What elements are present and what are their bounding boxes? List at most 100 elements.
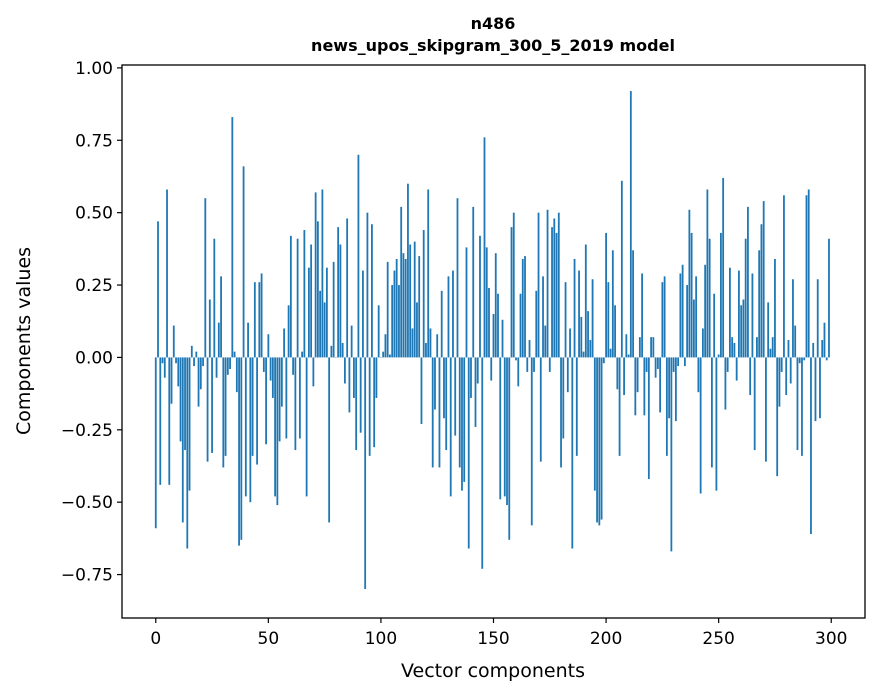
bar-45 — [256, 357, 258, 465]
bar-19 — [197, 357, 200, 407]
bar-242 — [699, 357, 702, 494]
bar-231 — [674, 357, 677, 422]
bar-279 — [783, 195, 785, 358]
bar-48 — [262, 357, 265, 372]
bar-259 — [738, 270, 740, 358]
bar-109 — [400, 206, 403, 358]
bar-180 — [560, 357, 562, 468]
bar-107 — [395, 258, 398, 358]
bar-239 — [692, 299, 695, 358]
bar-79 — [332, 261, 335, 358]
bar-291 — [810, 357, 812, 535]
bar-169 — [535, 290, 538, 358]
bar-179 — [557, 212, 560, 358]
bar-248 — [713, 293, 716, 358]
bar-67 — [305, 357, 308, 497]
plot-frame — [121, 64, 866, 619]
bar-223 — [656, 357, 659, 369]
bar-241 — [697, 357, 700, 393]
bars-group — [154, 91, 830, 590]
bar-124 — [434, 357, 436, 410]
bar-4 — [163, 357, 166, 378]
y-axis-ticks: −0.75 −0.50 −0.25 0.00 0.25 0.50 0.75 1.00 — [61, 59, 122, 586]
bar-39 — [242, 166, 245, 358]
bar-83 — [341, 342, 344, 358]
bar-210 — [627, 354, 630, 358]
x-tick-label: 300 — [815, 629, 847, 649]
bar-143 — [476, 357, 479, 384]
bar-181 — [562, 357, 565, 439]
y-tick-label: 1.00 — [75, 59, 113, 79]
bar-130 — [447, 276, 450, 358]
x-tick-label: 200 — [590, 629, 622, 649]
bar-213 — [634, 357, 637, 416]
bar-268 — [758, 250, 761, 358]
bar-243 — [701, 328, 704, 358]
bar-76 — [325, 267, 328, 358]
bar-52 — [271, 357, 274, 398]
bar-142 — [474, 357, 477, 427]
bar-299 — [828, 238, 830, 358]
bar-204 — [614, 305, 616, 358]
bar-151 — [494, 253, 497, 358]
bar-271 — [765, 357, 767, 462]
bar-26 — [213, 238, 216, 358]
bar-54 — [276, 357, 279, 506]
bar-93 — [364, 357, 367, 590]
bar-264 — [749, 357, 752, 396]
bar-226 — [663, 276, 666, 358]
bar-200 — [605, 232, 607, 358]
bar-214 — [636, 357, 639, 393]
bar-296 — [821, 340, 824, 358]
bar-251 — [720, 232, 722, 358]
bar-16 — [190, 345, 193, 358]
bar-270 — [762, 201, 765, 358]
bar-23 — [206, 357, 209, 462]
bar-28 — [217, 322, 220, 358]
bar-148 — [488, 287, 490, 358]
bar-114 — [411, 328, 414, 358]
bar-190 — [582, 351, 585, 358]
bar-199 — [602, 357, 605, 364]
bar-250 — [717, 354, 720, 358]
bar-2 — [159, 357, 162, 485]
bar-289 — [805, 195, 808, 358]
x-axis-ticks: 0 50 100 150 200 250 300 — [150, 618, 847, 649]
bar-162 — [519, 293, 522, 358]
bar-61 — [292, 357, 295, 375]
bar-175 — [548, 357, 551, 372]
bar-66 — [303, 230, 306, 358]
x-tick-label: 150 — [477, 629, 509, 649]
bar-149 — [490, 357, 493, 381]
bar-209 — [625, 334, 628, 358]
bar-152 — [497, 293, 499, 358]
bar-177 — [553, 218, 556, 358]
bar-69 — [310, 244, 313, 358]
bar-263 — [747, 206, 749, 358]
bar-46 — [258, 282, 261, 358]
bar-280 — [785, 357, 788, 396]
bar-219 — [647, 357, 650, 480]
bar-281 — [787, 340, 790, 358]
bar-35 — [233, 351, 236, 358]
bar-3 — [161, 357, 164, 364]
bar-232 — [677, 357, 680, 367]
bar-267 — [756, 337, 758, 358]
bar-95 — [368, 357, 371, 456]
y-tick-label: 0.25 — [75, 276, 113, 296]
bar-235 — [683, 357, 686, 367]
bar-77 — [328, 357, 331, 523]
bar-284 — [794, 325, 797, 358]
bar-36 — [235, 357, 238, 393]
bar-227 — [665, 357, 668, 456]
bar-258 — [735, 357, 738, 381]
bar-70 — [312, 357, 315, 387]
bar-108 — [398, 285, 400, 358]
chart-title: n486 — [471, 14, 516, 33]
bar-33 — [229, 357, 231, 369]
bar-117 — [418, 256, 421, 358]
bar-5 — [166, 189, 168, 358]
bar-147 — [485, 247, 488, 358]
bar-262 — [744, 238, 747, 358]
